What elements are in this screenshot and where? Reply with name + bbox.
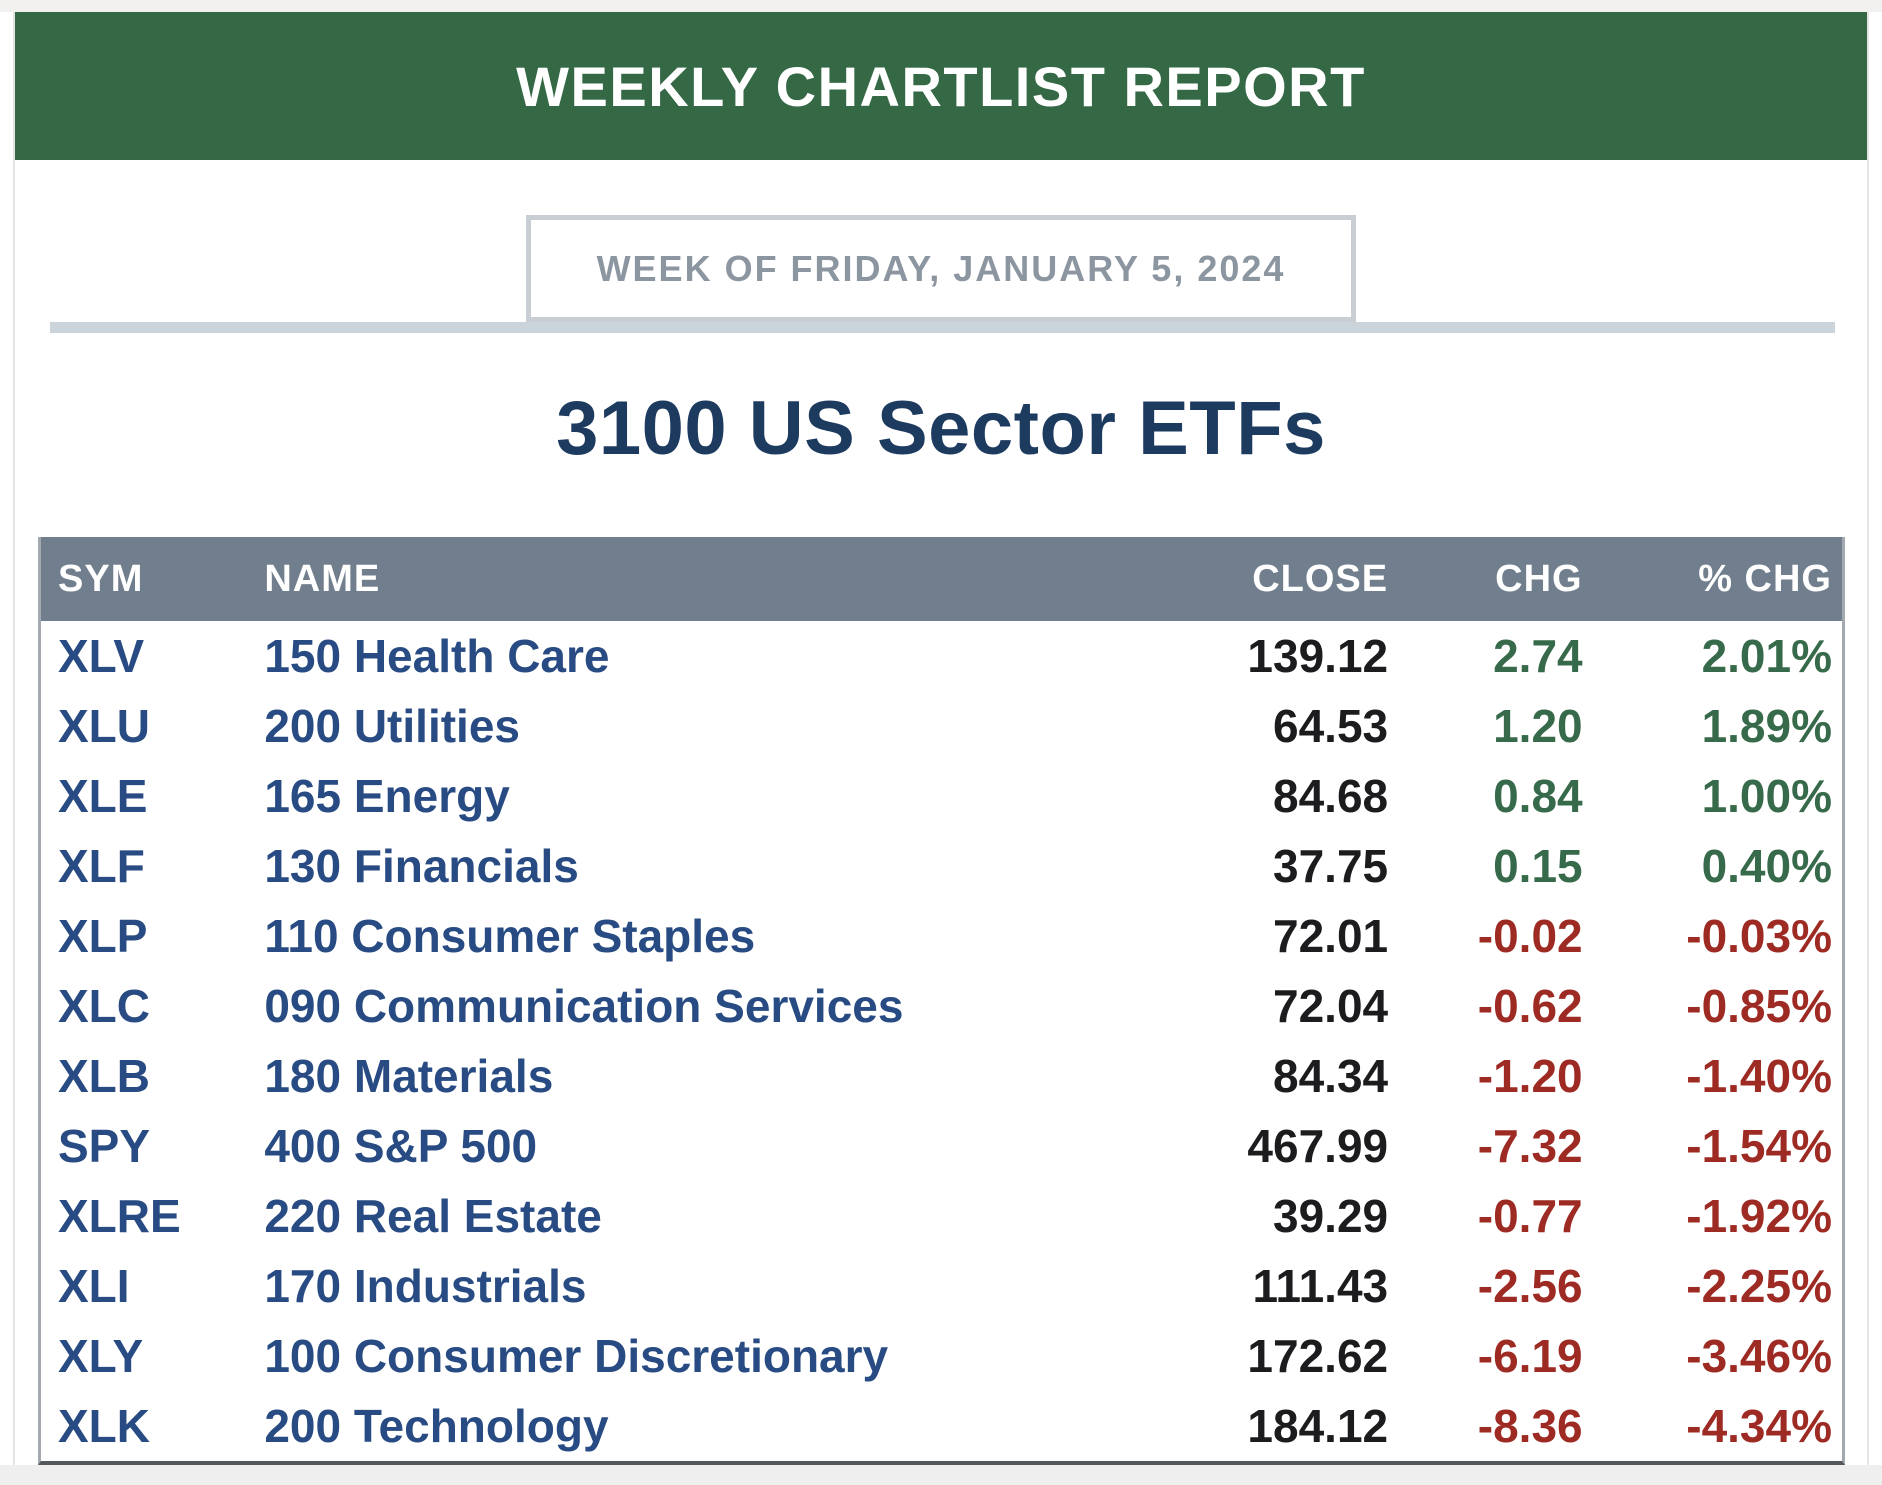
cell-name: 170 Industrials: [264, 1251, 989, 1321]
cell-close: 467.99: [988, 1111, 1389, 1181]
etf-table-row: XLP 110 Consumer Staples 72.01 -0.02 -0.…: [41, 901, 1842, 971]
cell-chg: -6.19: [1388, 1321, 1583, 1391]
week-of-box: WEEK OF FRIDAY, JANUARY 5, 2024: [526, 215, 1356, 322]
cell-name: 180 Materials: [264, 1041, 989, 1111]
report-banner-title: WEEKLY CHARTLIST REPORT: [516, 54, 1366, 118]
cell-pct-chg: 1.00%: [1582, 761, 1842, 831]
cell-symbol: XLE: [41, 761, 265, 831]
page-title: 3100 US Sector ETFs: [556, 386, 1326, 471]
cell-name: 150 Health Care: [264, 621, 989, 691]
cell-pct-chg: -1.92%: [1582, 1181, 1842, 1251]
week-section: WEEK OF FRIDAY, JANUARY 5, 2024: [15, 215, 1867, 333]
cell-name: 200 Utilities: [264, 691, 989, 761]
etf-table-body: XLV 150 Health Care 139.12 2.74 2.01% XL…: [41, 621, 1842, 1461]
cell-symbol: XLC: [41, 971, 265, 1041]
cell-name: 110 Consumer Staples: [264, 901, 989, 971]
report-banner: WEEKLY CHARTLIST REPORT: [15, 12, 1867, 160]
etf-table-row: XLE 165 Energy 84.68 0.84 1.00%: [41, 761, 1842, 831]
cell-close: 37.75: [988, 831, 1389, 901]
cell-symbol: XLB: [41, 1041, 265, 1111]
etf-table-row: XLRE 220 Real Estate 39.29 -0.77 -1.92%: [41, 1181, 1842, 1251]
cell-pct-chg: -1.54%: [1582, 1111, 1842, 1181]
cell-chg: 0.84: [1388, 761, 1583, 831]
cell-chg: 1.20: [1388, 691, 1583, 761]
etf-table: SYM NAME CLOSE CHG % CHG XLV 150 Health …: [41, 537, 1842, 1461]
cell-name: 220 Real Estate: [264, 1181, 989, 1251]
cell-symbol: XLI: [41, 1251, 265, 1321]
cell-name: 200 Technology: [264, 1391, 989, 1461]
cell-name: 165 Energy: [264, 761, 989, 831]
cell-pct-chg: 0.40%: [1582, 831, 1842, 901]
cell-chg: -2.56: [1388, 1251, 1583, 1321]
cell-chg: -8.36: [1388, 1391, 1583, 1461]
etf-table-row: SPY 400 S&P 500 467.99 -7.32 -1.54%: [41, 1111, 1842, 1181]
cell-close: 72.01: [988, 901, 1389, 971]
cell-chg: 2.74: [1388, 621, 1583, 691]
etf-table-row: XLU 200 Utilities 64.53 1.20 1.89%: [41, 691, 1842, 761]
etf-table-row: XLB 180 Materials 84.34 -1.20 -1.40%: [41, 1041, 1842, 1111]
etf-table-row: XLY 100 Consumer Discretionary 172.62 -6…: [41, 1321, 1842, 1391]
cell-chg: -0.62: [1388, 971, 1583, 1041]
etf-table-row: XLK 200 Technology 184.12 -8.36 -4.34%: [41, 1391, 1842, 1461]
cell-name: 130 Financials: [264, 831, 989, 901]
cell-close: 139.12: [988, 621, 1389, 691]
cell-name: 090 Communication Services: [264, 971, 989, 1041]
etf-table-header-row: SYM NAME CLOSE CHG % CHG: [41, 537, 1842, 621]
column-header-name: NAME: [264, 537, 989, 621]
cell-close: 111.43: [988, 1251, 1389, 1321]
etf-table-header: SYM NAME CLOSE CHG % CHG: [41, 537, 1842, 621]
cell-chg: -0.02: [1388, 901, 1583, 971]
report-card: WEEKLY CHARTLIST REPORT WEEK OF FRIDAY, …: [13, 12, 1869, 1465]
cell-name: 100 Consumer Discretionary: [264, 1321, 989, 1391]
cell-close: 84.34: [988, 1041, 1389, 1111]
cell-pct-chg: -4.34%: [1582, 1391, 1842, 1461]
week-of-label: WEEK OF FRIDAY, JANUARY 5, 2024: [596, 247, 1286, 289]
cell-pct-chg: -3.46%: [1582, 1321, 1842, 1391]
cell-symbol: XLP: [41, 901, 265, 971]
page-bottom-margin: [0, 1465, 1882, 1485]
cell-close: 72.04: [988, 971, 1389, 1041]
page-top-margin: [0, 0, 1882, 12]
cell-symbol: XLF: [41, 831, 265, 901]
etf-table-row: XLV 150 Health Care 139.12 2.74 2.01%: [41, 621, 1842, 691]
etf-table-row: XLC 090 Communication Services 72.04 -0.…: [41, 971, 1842, 1041]
cell-pct-chg: -0.85%: [1582, 971, 1842, 1041]
cell-pct-chg: 1.89%: [1582, 691, 1842, 761]
cell-chg: -0.77: [1388, 1181, 1583, 1251]
cell-symbol: XLK: [41, 1391, 265, 1461]
cell-chg: -1.20: [1388, 1041, 1583, 1111]
cell-symbol: XLRE: [41, 1181, 265, 1251]
cell-symbol: SPY: [41, 1111, 265, 1181]
cell-pct-chg: -0.03%: [1582, 901, 1842, 971]
cell-pct-chg: -2.25%: [1582, 1251, 1842, 1321]
etf-table-row: XLF 130 Financials 37.75 0.15 0.40%: [41, 831, 1842, 901]
cell-symbol: XLU: [41, 691, 265, 761]
cell-pct-chg: -1.40%: [1582, 1041, 1842, 1111]
cell-chg: -7.32: [1388, 1111, 1583, 1181]
cell-close: 84.68: [988, 761, 1389, 831]
cell-close: 184.12: [988, 1391, 1389, 1461]
column-header-sym: SYM: [41, 537, 265, 621]
cell-close: 172.62: [988, 1321, 1389, 1391]
cell-close: 64.53: [988, 691, 1389, 761]
column-header-chg: CHG: [1388, 537, 1583, 621]
cell-close: 39.29: [988, 1181, 1389, 1251]
etf-table-row: XLI 170 Industrials 111.43 -2.56 -2.25%: [41, 1251, 1842, 1321]
section-divider: [50, 322, 1835, 333]
cell-symbol: XLY: [41, 1321, 265, 1391]
cell-pct-chg: 2.01%: [1582, 621, 1842, 691]
column-header-close: CLOSE: [988, 537, 1389, 621]
cell-chg: 0.15: [1388, 831, 1583, 901]
cell-name: 400 S&P 500: [264, 1111, 989, 1181]
cell-symbol: XLV: [41, 621, 265, 691]
etf-table-wrap: SYM NAME CLOSE CHG % CHG XLV 150 Health …: [38, 537, 1845, 1465]
column-header-pct-chg: % CHG: [1582, 537, 1842, 621]
